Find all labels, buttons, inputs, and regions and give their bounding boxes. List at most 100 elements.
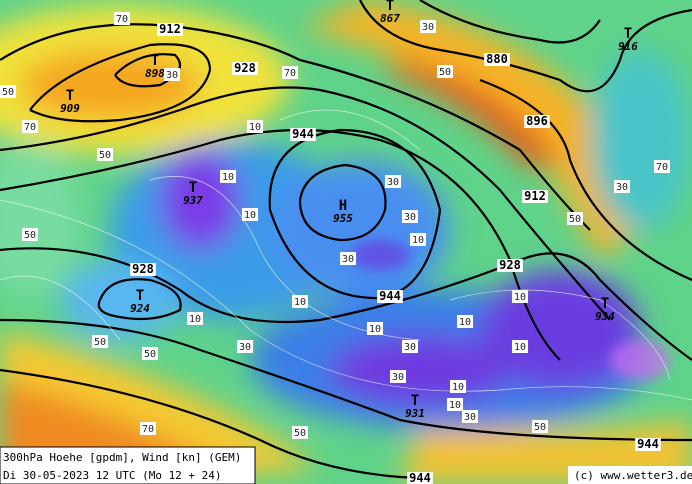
wind-label-bg (653, 160, 671, 173)
contour-label-bg (522, 190, 548, 203)
wind-label-bg (21, 228, 39, 241)
wind-label: 30 (166, 70, 178, 81)
wind-label: 50 (534, 422, 546, 433)
wind-label-bg (139, 422, 157, 435)
wind-label: 30 (404, 342, 416, 353)
contour-label: 944 (379, 289, 401, 303)
wind-label: 50 (569, 214, 581, 225)
wind-label-bg (384, 175, 402, 188)
wind-label-bg (366, 322, 384, 335)
wind-label-bg (0, 85, 17, 98)
contour-label-bg (290, 128, 316, 141)
caption-line: 300hPa Hoehe [gpdm], Wind [kn] (GEM) (3, 451, 241, 464)
wind-label-bg (456, 315, 474, 328)
wind-label-bg (613, 180, 631, 193)
wind-label: 50 (94, 337, 106, 348)
wind-label: 50 (24, 230, 36, 241)
center-symbol: T (189, 180, 197, 196)
center-symbol: T (151, 53, 159, 69)
wind-label-bg (91, 335, 109, 348)
wind-label: 30 (342, 254, 354, 265)
isotachs (0, 109, 692, 401)
wind-label: 70 (24, 122, 36, 133)
wind-label-bg (339, 252, 357, 265)
wind-label-bg (449, 380, 467, 393)
wind-label: 10 (459, 317, 471, 328)
contour-label: 944 (637, 437, 659, 451)
center-symbol: T (601, 296, 609, 312)
wind-label-bg (291, 426, 309, 439)
wind-label: 10 (514, 292, 526, 303)
contour-label-bg (635, 438, 661, 451)
contour-label-bg (484, 53, 510, 66)
center-symbol: T (386, 0, 394, 14)
wind-label-bg (419, 20, 437, 33)
contour-label-bg (232, 62, 258, 75)
wind-label: 50 (294, 428, 306, 439)
center-value: 924 (130, 302, 150, 315)
wind-label: 10 (369, 324, 381, 335)
wind-label: 30 (616, 182, 628, 193)
center-value: 898 (145, 67, 165, 80)
center-value: 955 (333, 212, 353, 225)
contour-label: 944 (409, 471, 431, 484)
contour-label-bg (377, 290, 403, 303)
wind-label-bg (219, 170, 237, 183)
center-symbol: H (339, 198, 347, 214)
wind-label-bg (436, 65, 454, 78)
contour-label-bg (524, 115, 550, 128)
wind-label: 50 (99, 150, 111, 161)
wind-label-bg (401, 340, 419, 353)
contour-label: 912 (159, 22, 181, 36)
credit-box (568, 466, 692, 484)
center-value: 937 (183, 194, 203, 207)
caption-box (0, 446, 256, 484)
contour-label: 880 (486, 52, 508, 66)
caption-line: Di 30-05-2023 12 UTC (Mo 12 + 24) (3, 469, 222, 482)
center-value: 916 (618, 40, 638, 53)
contour-label: 896 (526, 114, 548, 128)
wind-label: 10 (449, 400, 461, 411)
wind-label-bg (409, 233, 427, 246)
wind-label: 70 (284, 68, 296, 79)
wind-label: 70 (116, 14, 128, 25)
wind-label-bg (246, 120, 264, 133)
wind-label-bg (113, 12, 131, 25)
center-symbol: T (624, 26, 632, 42)
contour-label: 928 (234, 61, 256, 75)
wind-label-bg (96, 148, 114, 161)
wind-label: 30 (392, 372, 404, 383)
contour-label-bg (497, 259, 523, 272)
contour-label-bg (407, 472, 433, 484)
wind-label: 10 (452, 382, 464, 393)
wind-label-bg (163, 68, 181, 81)
center-symbol: T (136, 288, 144, 304)
center-value: 867 (380, 12, 400, 25)
contour-label: 912 (524, 189, 546, 203)
center-symbol: T (411, 393, 419, 409)
wind-label-bg (531, 420, 549, 433)
wind-label: 10 (222, 172, 234, 183)
wind-label-bg (446, 398, 464, 411)
wind-label-bg (236, 340, 254, 353)
center-value: 934 (595, 310, 615, 323)
wind-label-bg (389, 370, 407, 383)
contour-label-bg (130, 263, 156, 276)
wind-label: 10 (412, 235, 424, 246)
wind-label: 70 (142, 424, 154, 435)
center-value: 909 (60, 102, 80, 115)
credit: (c) www.wetter3.de (574, 469, 692, 482)
wind-label: 30 (464, 412, 476, 423)
wind-label-bg (511, 290, 529, 303)
wind-label: 10 (249, 122, 261, 133)
wind-label: 30 (239, 342, 251, 353)
wind-label: 70 (656, 162, 668, 173)
wind-label-bg (511, 340, 529, 353)
wind-label: 50 (144, 349, 156, 360)
wind-label: 50 (439, 67, 451, 78)
contour-label: 928 (499, 258, 521, 272)
wind-label-bg (186, 312, 204, 325)
wind-label-bg (401, 210, 419, 223)
